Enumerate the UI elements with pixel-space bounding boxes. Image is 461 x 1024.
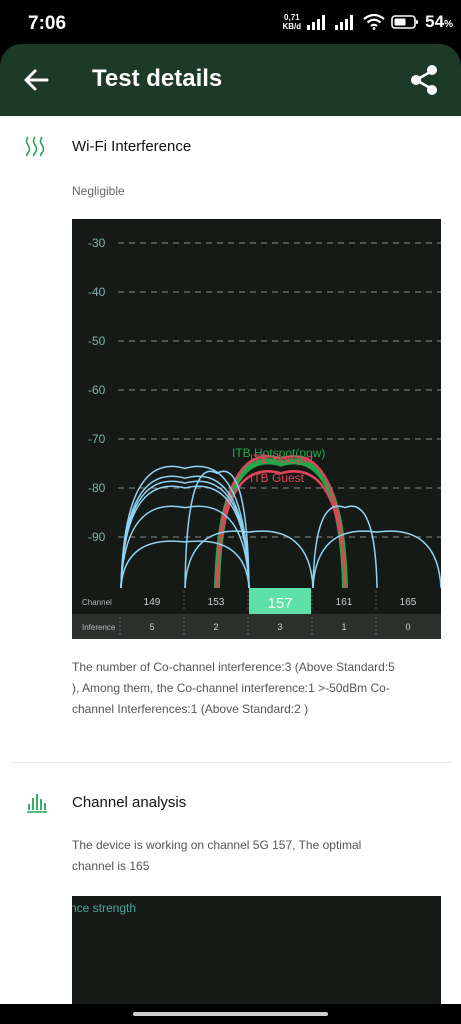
status-time: 7:06 xyxy=(28,13,67,34)
network-label: ITB Hotspot xyxy=(250,452,314,466)
channel-row-label: Channel xyxy=(82,598,112,607)
channel-tick-label: 157 xyxy=(267,595,292,612)
channel-tick-label: 149 xyxy=(144,597,161,608)
channel-tick-label: 153 xyxy=(208,597,225,608)
signal-icon-2 xyxy=(335,15,354,30)
inference-count: 0 xyxy=(405,622,410,632)
inference-count: 2 xyxy=(213,622,218,632)
network-label: ITB Guest xyxy=(250,471,305,485)
inference-count: 5 xyxy=(149,622,154,632)
battery-percent: 54% xyxy=(425,12,453,32)
interference-section-header: Wi-Fi Interference xyxy=(0,126,461,166)
network-curve xyxy=(120,475,250,589)
app-bar: Test details xyxy=(0,44,461,116)
channel-tick-label: 165 xyxy=(400,597,417,608)
channel-analysis-header: Channel analysis xyxy=(0,782,461,822)
home-handle[interactable] xyxy=(133,1012,328,1016)
network-speed-unit: KB/d xyxy=(282,22,302,31)
page-title: Test details xyxy=(92,65,223,92)
y-tick-label: -40 xyxy=(88,285,106,299)
y-tick-label: -60 xyxy=(88,383,106,397)
network-curve xyxy=(312,505,378,589)
channel-analysis-title: Channel analysis xyxy=(72,794,187,811)
network-curve xyxy=(120,480,250,589)
interference-title: Wi-Fi Interference xyxy=(72,138,192,155)
y-tick-label: -70 xyxy=(88,432,106,446)
network-speed-value: 0,71 xyxy=(284,13,300,22)
network-label: ITB Hotspot(pow) xyxy=(232,446,325,460)
interference-chart: -30 -40 -50 -60 -70 -80 -90 ITB Hotspot(pow) ITB… xyxy=(72,219,441,639)
network-curve xyxy=(120,485,250,589)
network-curve xyxy=(312,530,441,589)
network-curve xyxy=(215,470,347,589)
share-icon[interactable] xyxy=(409,64,439,96)
battery-icon xyxy=(391,15,419,29)
channel-strength-chart: nce strength xyxy=(72,896,441,1004)
arrow-left-icon[interactable] xyxy=(22,66,50,94)
network-curve xyxy=(184,530,314,589)
channel-tick-label: 161 xyxy=(336,597,353,608)
y-tick-label: -50 xyxy=(88,334,106,348)
section-divider xyxy=(10,762,451,763)
y-tick-label: -80 xyxy=(88,481,106,495)
test-details-content: Wi-Fi Interference Negligible -30 -40 -50 -… xyxy=(0,116,461,1004)
network-curve xyxy=(120,465,250,589)
network-curve xyxy=(120,505,250,589)
inference-count: 3 xyxy=(277,622,282,632)
inference-row-label: Inference xyxy=(82,623,116,632)
interference-level: Negligible xyxy=(72,184,125,198)
inference-count: 1 xyxy=(341,622,346,632)
navigation-bar xyxy=(0,1004,461,1024)
chart-label: nce strength xyxy=(72,901,137,915)
selected-channel-highlight xyxy=(249,588,311,614)
y-tick-label: -90 xyxy=(88,530,106,544)
network-curve xyxy=(120,540,250,589)
wifi-icon xyxy=(363,14,385,30)
battery-unit: % xyxy=(444,19,453,30)
battery-value: 54 xyxy=(425,12,445,31)
bar-chart-icon xyxy=(27,794,47,813)
y-tick-label: -30 xyxy=(88,236,106,250)
status-indicators: 0,71 KB/d 54% xyxy=(283,12,454,32)
network-curve xyxy=(215,455,347,589)
inference-row xyxy=(72,614,441,639)
interference-description: The number of Co-channel interference:3 … xyxy=(72,660,395,716)
network-speed: 0,71 KB/d xyxy=(283,13,302,31)
signal-icon xyxy=(307,15,326,30)
channel-analysis-description: The device is working on channel 5G 157,… xyxy=(72,838,362,873)
status-bar: 7:06 0,71 KB/d 54% xyxy=(0,0,461,44)
wifi-waves-icon xyxy=(25,136,45,157)
network-curve xyxy=(184,470,250,589)
